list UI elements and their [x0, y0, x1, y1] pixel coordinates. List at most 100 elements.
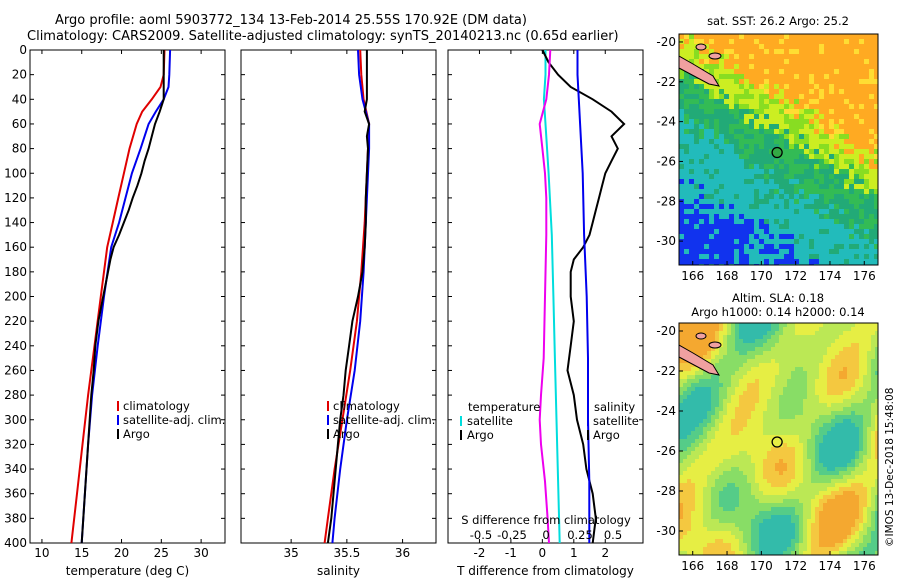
salinity-diff-tick-label: 0.5: [604, 528, 622, 542]
sst_map: 166 168 170 172 174 176 -20 -22 -24 -26 -28 -30: [656, 33, 879, 283]
differences-xlabel: T difference from climatology: [456, 564, 634, 578]
salinity-diff-tick-label: 0.25: [567, 528, 593, 542]
temperature-xtick-label: 10: [34, 546, 49, 560]
sst-map-title: sat. SST: 26.2 Argo: 25.2: [707, 14, 849, 28]
land-outline: [679, 55, 721, 87]
sla-map-title-line2: Argo h1000: 0.14 h2000: 0.14: [691, 305, 864, 319]
salinity-xtick-label: 35: [284, 546, 299, 560]
depth-tick-label: 280: [4, 388, 27, 402]
salinity-legend-label: climatology: [333, 399, 400, 413]
temperature-legend-label: climatology: [123, 399, 190, 413]
temperature-series-satellite-adj-clim-: [80, 49, 172, 544]
sla_map-xtick-label: 170: [750, 559, 773, 573]
sst_map-ytick-label: -30: [656, 234, 676, 248]
island-outline: [695, 332, 707, 340]
salinity-xtick-label: 36: [395, 546, 410, 560]
salinity-frame: [240, 49, 437, 544]
sst_map-frame: [678, 33, 879, 266]
depth-tick-label: 160: [4, 240, 27, 254]
differences-xtick-label: 1: [570, 546, 578, 560]
depth-tick-label: 60: [12, 117, 27, 131]
sst_map-xtick-label: 174: [819, 269, 842, 283]
sla_map-ytick-label: -30: [656, 524, 676, 538]
temperature-xtick-label: 30: [193, 546, 208, 560]
figure-title-line2: Climatology: CARS2009. Satellite-adjuste…: [27, 29, 619, 44]
salinity-xtick-label: 35.5: [333, 546, 360, 560]
differences-xtick-label: 2: [601, 546, 609, 560]
sla-map-title-line1: Altim. SLA: 0.18: [732, 291, 824, 305]
depth-tick-label: 260: [4, 363, 27, 377]
depth-tick-label: 200: [4, 290, 27, 304]
sst_map-xtick-label: 168: [716, 269, 739, 283]
depth-tick-label: 400: [4, 536, 27, 550]
differences-xtick-label: -2: [473, 546, 485, 560]
sst_map-ytick-label: -22: [656, 75, 676, 89]
island-outline: [708, 52, 722, 60]
diff-legend-right-label: satellite: [593, 414, 639, 428]
island-outline: [695, 43, 707, 51]
salinity-diff-axis-label: S difference from climatology: [461, 513, 631, 527]
depth-tick-label: 340: [4, 462, 27, 476]
depth-tick-label: 320: [4, 437, 27, 451]
sla_map-xtick-label: 168: [716, 559, 739, 573]
temperature-xtick-label: 20: [114, 546, 129, 560]
sla_map-ytick-label: -24: [656, 404, 676, 418]
depth-tick-label: 180: [4, 265, 27, 279]
differences-series-salinity-argo: [538, 49, 552, 544]
depth-tick-label: 40: [12, 92, 27, 106]
temperature-legend-label: satellite-adj. clim.: [123, 413, 225, 427]
sst_map-xtick-label: 172: [784, 269, 807, 283]
depth-tick-label: 360: [4, 487, 27, 501]
sst_map-ytick-label: -26: [656, 154, 676, 168]
sla_map-frame: [678, 322, 879, 556]
salinity-diff-tick-label: -0.25: [497, 528, 527, 542]
temperature-legend-label: Argo: [123, 427, 150, 441]
sla_map-ytick-label: -26: [656, 444, 676, 458]
depth-tick-label: 240: [4, 339, 27, 353]
sst_map-field: [679, 34, 878, 265]
sst_map-xtick-label: 170: [750, 269, 773, 283]
diff-legend-left-label: Argo: [467, 428, 494, 442]
sst_map-ytick-label: -20: [656, 35, 676, 49]
depth-tick-label: 20: [12, 68, 27, 82]
sst_map-xtick-label: 176: [853, 269, 876, 283]
depth-tick-label: 140: [4, 216, 27, 230]
sst_map-xtick-label: 166: [681, 269, 704, 283]
sla_map: 166 168 170 172 174 176 -20 -22 -24 -26 -28 -30: [656, 322, 879, 573]
sla_map-xtick-label: 176: [853, 559, 876, 573]
diff-legend-right-label: salinity: [594, 400, 635, 414]
sla_map-ytick-label: -28: [656, 484, 676, 498]
salinity-panel: 35 35.5 36 salinity climatologysatellite-adj…: [240, 49, 437, 578]
temperature-xtick-label: 15: [74, 546, 89, 560]
sst_map-argo-marker: [771, 146, 783, 159]
diff-legend-right-label: Argo: [593, 428, 620, 442]
differences-panel: -2 -1 0 1 2 T difference from climatology temp…: [447, 49, 644, 578]
depth-tick-label: 100: [4, 166, 27, 180]
temperature-frame: [29, 49, 226, 544]
temperature-series-argo: [80, 50, 165, 544]
salinity-series-argo: [326, 50, 371, 544]
sla_map-field: [679, 323, 878, 555]
salinity-series-satellite-adj-clim-: [331, 49, 371, 544]
depth-tick-label: 80: [12, 142, 27, 156]
differences-xtick-label: -1: [505, 546, 517, 560]
temperature-xlabel: temperature (deg C): [66, 564, 189, 578]
salinity-diff-tick-label: -0.5: [470, 528, 492, 542]
sla_map-ytick-label: -20: [656, 324, 676, 338]
depth-tick-label: 300: [4, 413, 27, 427]
sla_map-xtick-label: 172: [784, 559, 807, 573]
sla_map-argo-marker: [771, 436, 783, 448]
temperature-xtick-label: 25: [154, 546, 169, 560]
sst_map-ytick-label: -24: [656, 115, 676, 129]
differences-series-temperature-argo: [541, 49, 626, 544]
sla_map-ytick-label: -22: [656, 364, 676, 378]
differences-series-temperature-satellite: [542, 50, 561, 544]
depth-tick-label: 220: [4, 314, 27, 328]
diff-legend-left-label: temperature: [468, 400, 540, 414]
salinity-xlabel: salinity: [317, 564, 360, 578]
temperature-series-climatology: [70, 49, 166, 544]
differences-series-salinity-satellite: [576, 50, 591, 543]
figure-title-line1: Argo profile: aoml 5903772_134 13-Feb-20…: [55, 13, 527, 28]
depth-tick-label: 0: [19, 43, 27, 57]
